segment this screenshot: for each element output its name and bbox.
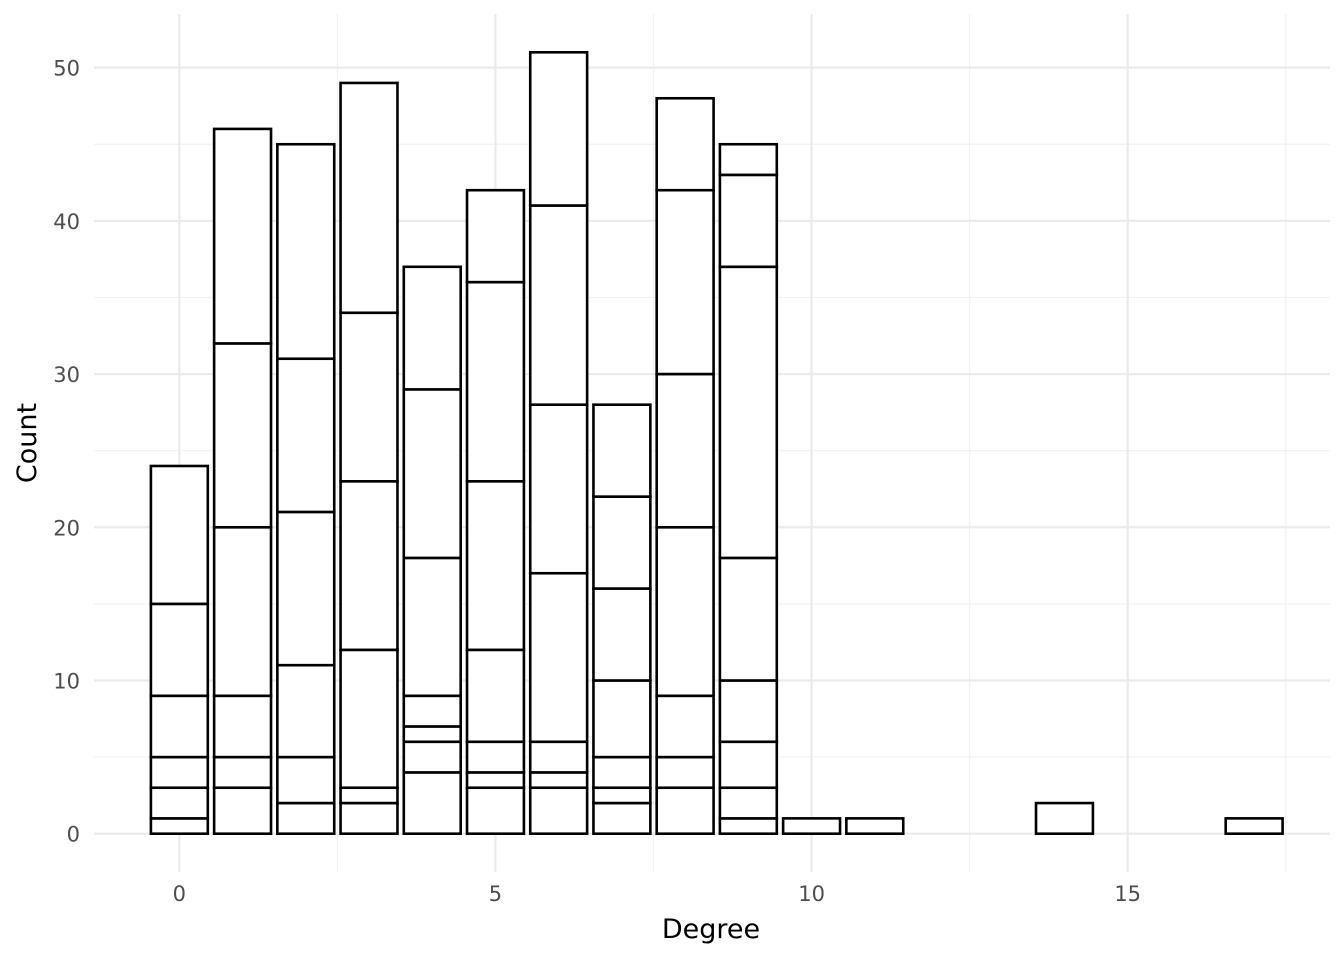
bar-segment xyxy=(718,173,779,269)
x-tick-label: 0 xyxy=(173,882,186,906)
bar-segment xyxy=(149,602,210,698)
bar-segment xyxy=(528,403,589,575)
bar-segment xyxy=(276,755,336,805)
bar-segment xyxy=(655,755,715,790)
bar-segment xyxy=(528,571,589,744)
y-tick-label: 0 xyxy=(67,823,80,847)
bar-segment xyxy=(718,265,779,560)
bar-segment xyxy=(718,817,779,835)
bar-segment xyxy=(592,801,652,835)
bar-segment xyxy=(465,280,526,483)
bar-segment xyxy=(465,786,526,835)
bar-segment xyxy=(845,817,905,835)
bar-segment xyxy=(276,510,336,667)
bar-segment xyxy=(655,525,715,698)
y-axis-tick-labels: 0 10 20 30 40 50 xyxy=(53,57,80,847)
bar-segment xyxy=(149,464,210,606)
bar-segment xyxy=(276,663,336,759)
bar-segment xyxy=(339,648,399,790)
bar-segment xyxy=(212,525,273,698)
bar-segment xyxy=(212,342,273,529)
bar-segment xyxy=(339,81,399,315)
bar-segment xyxy=(402,265,462,391)
bar-segment xyxy=(655,694,715,759)
y-tick-label: 20 xyxy=(53,516,80,540)
bar-segment xyxy=(402,771,462,835)
bar-segment xyxy=(402,740,462,774)
bar-segment xyxy=(465,648,526,744)
bar-segment xyxy=(149,817,210,835)
y-tick-label: 50 xyxy=(53,57,80,81)
bar-segment xyxy=(655,786,715,835)
bar-segment xyxy=(528,771,589,790)
x-axis-tick-labels: 0 5 10 15 xyxy=(173,882,1141,906)
bar-segment xyxy=(1034,801,1095,835)
bar-segment xyxy=(718,142,779,177)
bar-segment xyxy=(781,817,842,835)
y-tick-label: 30 xyxy=(53,363,80,387)
bar-segment xyxy=(528,51,589,207)
bar-segment xyxy=(212,127,273,345)
bar-segment xyxy=(402,388,462,560)
bar-segment xyxy=(465,740,526,774)
bar-segment xyxy=(276,142,336,361)
bar-segment xyxy=(592,786,652,805)
bar-segment xyxy=(718,556,779,682)
bar-segment xyxy=(402,694,462,728)
bar-segment xyxy=(1224,817,1284,835)
bar-segment xyxy=(212,694,273,759)
x-tick-label: 5 xyxy=(489,882,502,906)
bar-segment xyxy=(655,96,715,192)
bar-segment xyxy=(339,480,399,652)
bar-segment xyxy=(592,587,652,682)
bar-segment xyxy=(402,725,462,744)
bar-segment xyxy=(465,771,526,790)
bar-segment xyxy=(212,786,273,835)
bar-segment xyxy=(465,188,526,284)
bar-segment xyxy=(212,755,273,790)
bar-segment xyxy=(149,755,210,790)
bar-segment xyxy=(339,801,399,835)
bar-segment xyxy=(528,740,589,774)
bar-segment xyxy=(339,786,399,805)
y-tick-label: 10 xyxy=(53,669,80,693)
y-tick-label: 40 xyxy=(53,210,80,234)
bar-segments xyxy=(149,51,1284,835)
bar-segment xyxy=(592,495,652,590)
x-tick-label: 15 xyxy=(1114,882,1141,906)
bar-segment xyxy=(655,372,715,529)
bar-segment xyxy=(592,679,652,759)
bar-segment xyxy=(402,556,462,698)
bar-segment xyxy=(592,403,652,498)
bar-segment xyxy=(592,755,652,790)
x-axis-title: Degree xyxy=(662,914,760,945)
bar-segment xyxy=(528,204,589,406)
bar-segment xyxy=(718,786,779,820)
bar-segment xyxy=(655,188,715,376)
bar-segment xyxy=(149,786,210,820)
x-tick-label: 10 xyxy=(798,882,825,906)
bar-segment xyxy=(528,786,589,835)
bar-segment xyxy=(339,311,399,483)
y-axis-title: Count xyxy=(12,403,43,483)
bar-segment xyxy=(465,480,526,652)
bar-segment xyxy=(276,357,336,514)
bar-segment xyxy=(149,694,210,759)
bar-segment xyxy=(276,801,336,835)
bar-segment xyxy=(718,679,779,744)
bar-segment xyxy=(718,740,779,790)
